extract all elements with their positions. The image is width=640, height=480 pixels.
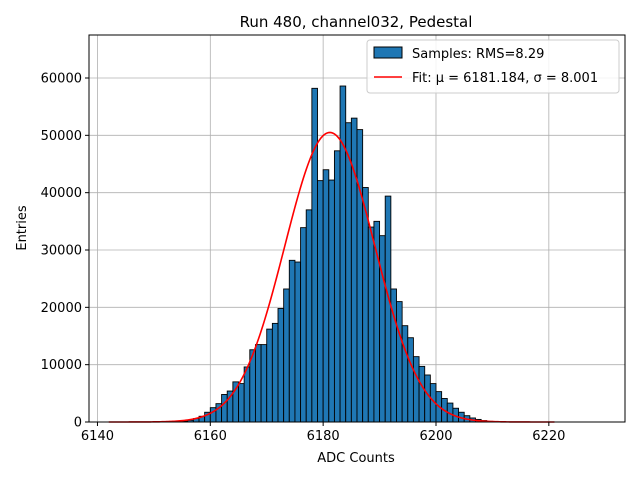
histogram-bar: [345, 122, 352, 423]
legend-bar-swatch: [373, 46, 403, 59]
histogram-bar: [238, 383, 245, 423]
chart-title: Run 480, channel032, Pedestal: [240, 13, 473, 31]
histogram-bar: [407, 337, 414, 423]
histogram-bar: [384, 195, 392, 423]
legend-samples-label: Samples: RMS=8.29: [412, 47, 544, 62]
x-tick-label: 6140: [81, 429, 114, 444]
histogram-bar: [418, 365, 426, 423]
y-axis-label: Entries: [15, 205, 30, 251]
histogram-bar: [322, 169, 330, 423]
y-axis-ticks: 0 10000 20000 30000 40000 50000 60000: [41, 72, 89, 431]
histogram-bar: [283, 288, 290, 423]
histogram-bar: [333, 150, 341, 423]
histogram-bar: [271, 322, 279, 423]
x-tick-label: 6160: [194, 429, 227, 444]
histogram-bar: [396, 301, 403, 423]
histogram-bar: [424, 374, 431, 423]
histogram-bar: [300, 227, 307, 423]
histogram-bar: [221, 394, 228, 423]
y-tick-label: 40000: [41, 186, 82, 201]
histogram-bar: [254, 344, 262, 423]
histogram-bar: [305, 209, 313, 423]
x-tick-label: 6180: [307, 429, 340, 444]
legend-fit-label: Fit: μ = 6181.184, σ = 8.001: [412, 71, 598, 86]
x-tick-label: 6200: [419, 429, 452, 444]
legend-box: [366, 39, 620, 94]
histogram-bar: [362, 187, 369, 423]
histogram-bar: [294, 261, 302, 423]
histogram-bar: [356, 129, 364, 423]
histogram-bar: [311, 87, 318, 423]
x-axis-ticks: 6140 6160 6180 6200 6220: [81, 422, 565, 444]
histogram-bar: [288, 259, 296, 423]
histogram-bar: [339, 85, 347, 423]
x-axis-label: ADC Counts: [317, 451, 395, 466]
y-tick-label: 20000: [41, 301, 82, 316]
histogram-bar: [260, 344, 268, 423]
y-tick-label: 10000: [41, 358, 82, 373]
y-tick-label: 60000: [41, 72, 82, 87]
histogram-bar: [367, 226, 375, 423]
y-tick-label: 0: [74, 416, 82, 431]
histogram-bar: [243, 366, 251, 423]
y-tick-label: 30000: [41, 244, 82, 259]
histogram-bars: [181, 85, 493, 423]
histogram-bar: [401, 325, 409, 423]
gaussian-fit-curve: [108, 131, 555, 423]
legend: Samples: RMS=8.29 Fit: μ = 6181.184, σ =…: [366, 39, 620, 94]
histogram-bar: [317, 180, 324, 423]
x-tick-label: 6220: [532, 429, 565, 444]
histogram-bar: [379, 235, 386, 423]
histogram-bar: [266, 328, 273, 423]
histogram-bar: [277, 308, 285, 423]
plot-frame: [88, 34, 626, 423]
histogram-bar: [412, 356, 420, 423]
y-tick-label: 50000: [41, 129, 82, 144]
histogram-bar: [328, 179, 335, 423]
